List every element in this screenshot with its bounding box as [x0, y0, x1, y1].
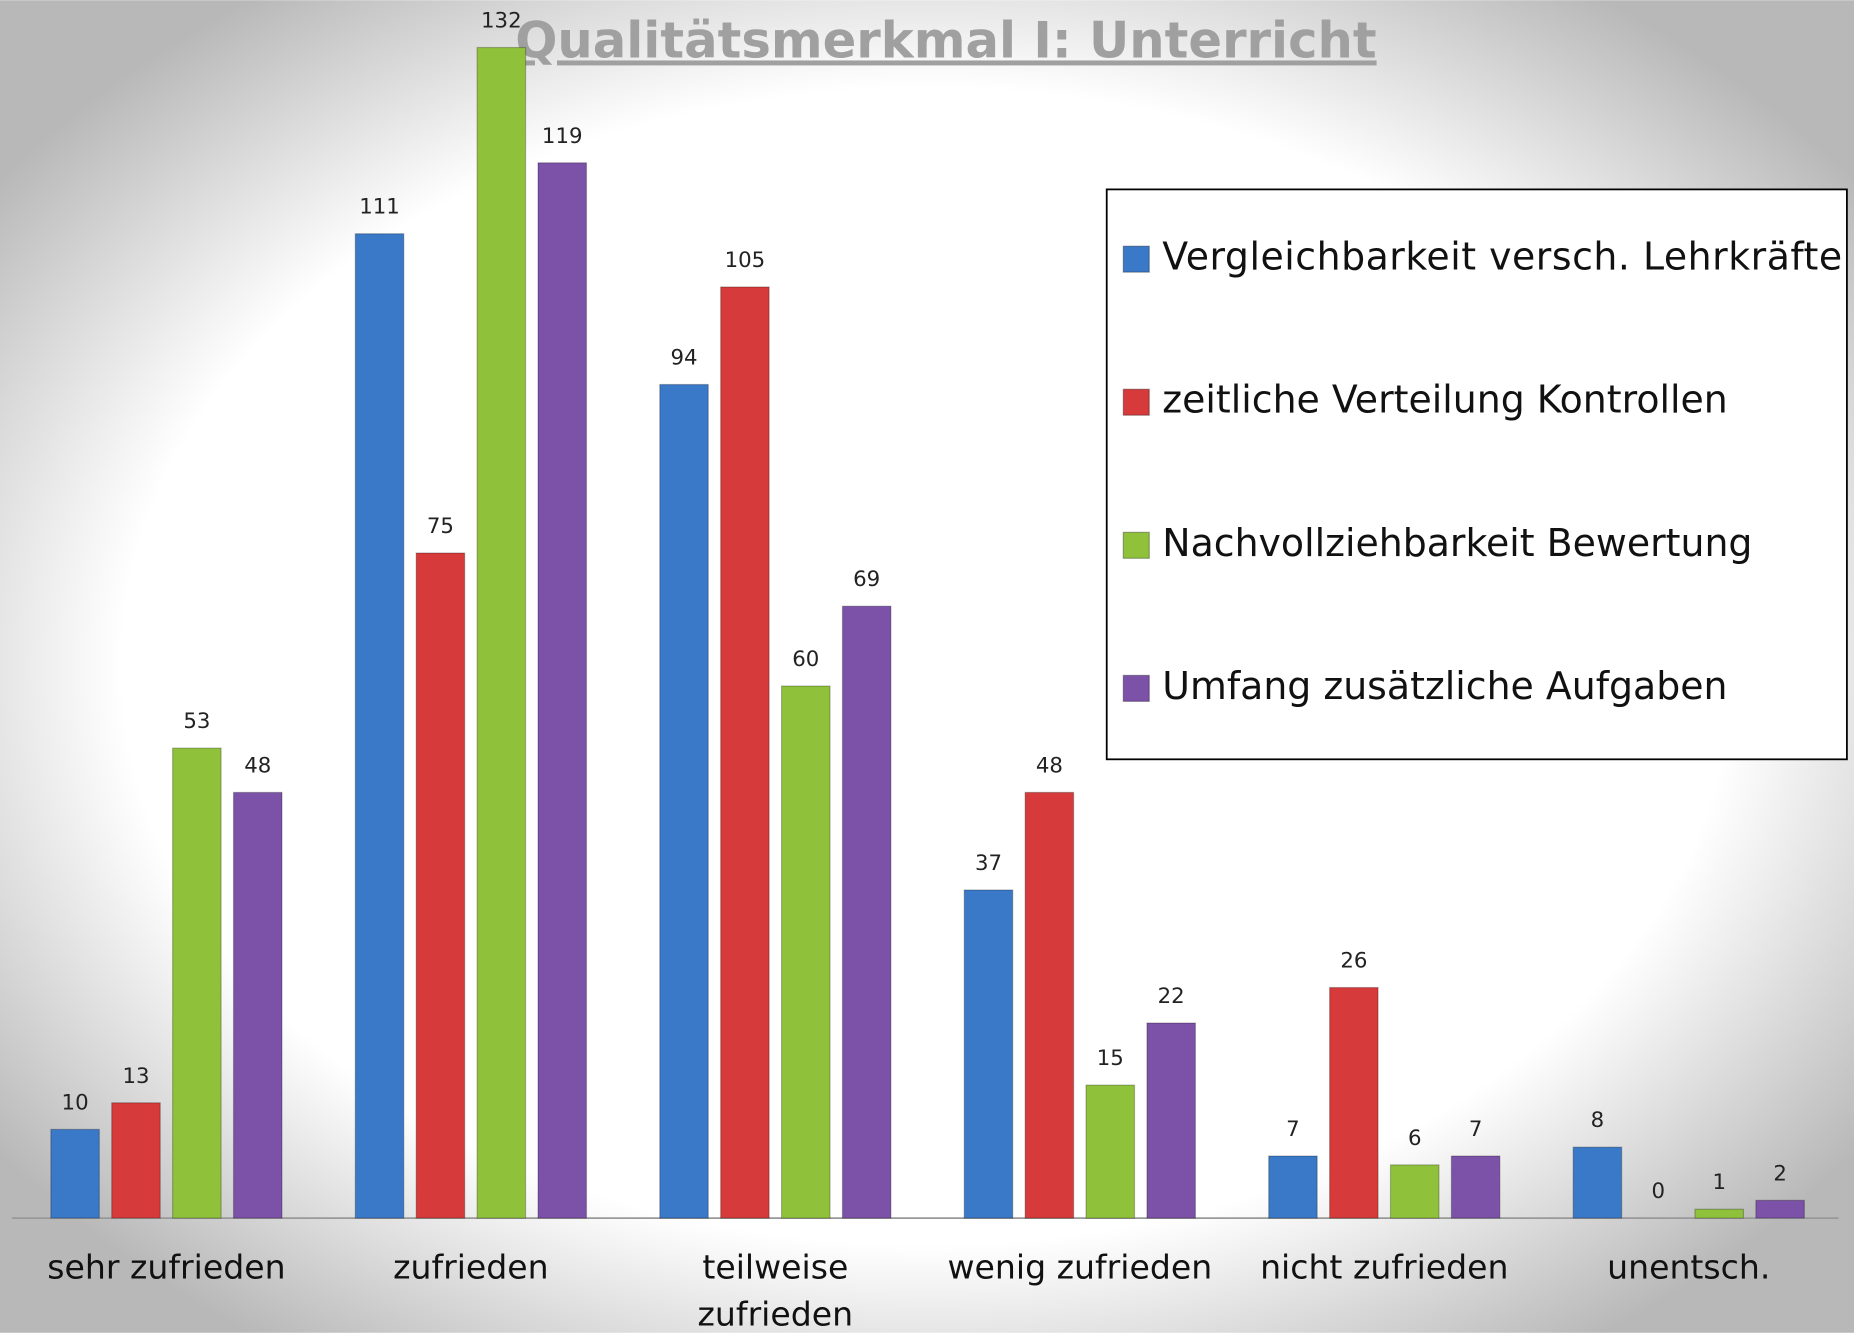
- legend-label: Nachvollziehbarkeit Bewertung: [1162, 521, 1752, 565]
- value-label: 111: [359, 195, 400, 220]
- value-label: 22: [1158, 984, 1185, 1009]
- x-tick-label: nicht zufrieden: [1260, 1247, 1509, 1287]
- legend-box: [1105, 188, 1848, 761]
- bar: [1572, 1146, 1623, 1219]
- value-label: 37: [975, 851, 1002, 876]
- x-tick-label: sehr zufrieden: [47, 1247, 286, 1287]
- bar: [1755, 1199, 1805, 1219]
- value-label: 105: [725, 248, 766, 273]
- bar: [720, 286, 770, 1219]
- bar: [1694, 1208, 1745, 1219]
- x-tick-label: zufrieden: [393, 1247, 549, 1287]
- bar: [1389, 1164, 1440, 1219]
- bar: [1146, 1022, 1196, 1219]
- value-label: 48: [244, 753, 271, 778]
- bar: [415, 552, 466, 1219]
- bar: [780, 685, 831, 1219]
- bar: [232, 791, 283, 1219]
- bar: [1450, 1155, 1501, 1219]
- value-label: 13: [122, 1064, 149, 1089]
- x-tick-label-box: sehr zufrieden: [47, 1247, 286, 1287]
- value-label: 8: [1591, 1108, 1605, 1133]
- legend-label: Umfang zusätzliche Aufgaben: [1162, 664, 1727, 708]
- value-label: 119: [542, 124, 583, 149]
- bar: [1085, 1084, 1136, 1219]
- value-label: 7: [1286, 1117, 1300, 1142]
- value-label: 94: [670, 345, 697, 370]
- bar: [1268, 1155, 1318, 1219]
- legend-swatch: [1122, 245, 1150, 273]
- bar: [1329, 986, 1379, 1219]
- x-tick-label: teilweise zufrieden: [697, 1247, 854, 1333]
- x-tick-label: wenig zufrieden: [947, 1247, 1213, 1287]
- value-label: 2: [1773, 1161, 1787, 1186]
- value-label: 15: [1097, 1046, 1124, 1071]
- bar: [659, 383, 709, 1219]
- value-label: 6: [1408, 1126, 1422, 1151]
- x-tick-label-box: nicht zufrieden: [1260, 1247, 1509, 1287]
- x-tick-label: unentsch.: [1607, 1247, 1771, 1287]
- value-label: 75: [427, 514, 454, 539]
- bar: [111, 1102, 161, 1219]
- value-label: 1: [1712, 1170, 1726, 1195]
- bar: [963, 889, 1014, 1219]
- x-tick-label-box: wenig zufrieden: [947, 1247, 1213, 1287]
- value-label: 7: [1469, 1117, 1483, 1142]
- legend-swatch: [1122, 674, 1150, 702]
- value-label: 132: [481, 9, 522, 34]
- bar: [354, 233, 405, 1219]
- value-label: 53: [183, 709, 210, 734]
- value-label: 0: [1652, 1179, 1666, 1204]
- value-label: 48: [1036, 753, 1063, 778]
- bar: [172, 747, 222, 1219]
- bar: [476, 46, 527, 1219]
- legend-swatch: [1122, 388, 1150, 416]
- chart-title: Qualitätsmerkmal I: Unterricht: [515, 11, 1376, 69]
- legend-label: zeitliche Verteilung Kontrollen: [1162, 378, 1727, 422]
- x-tick-label-box: teilweise zufrieden: [697, 1247, 854, 1333]
- legend-swatch: [1122, 531, 1150, 559]
- bar: [841, 605, 892, 1219]
- legend-label: Vergleichbarkeit versch. Lehrkräfte: [1162, 235, 1842, 279]
- x-tick-label-box: unentsch.: [1607, 1247, 1771, 1287]
- value-label: 69: [853, 567, 880, 592]
- bar: [50, 1128, 100, 1219]
- value-label: 10: [62, 1090, 89, 1115]
- value-label: 60: [792, 647, 819, 672]
- x-tick-label-box: zufrieden: [393, 1247, 549, 1287]
- bar: [537, 162, 588, 1219]
- bar: [1024, 791, 1075, 1219]
- value-label: 26: [1340, 949, 1367, 974]
